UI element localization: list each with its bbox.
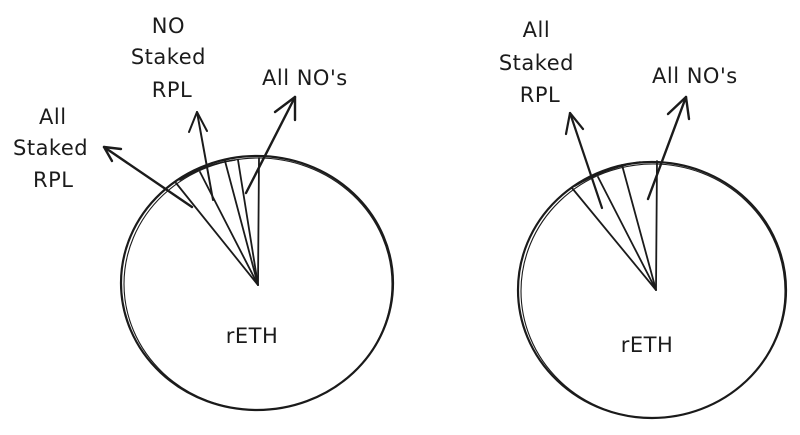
left-slice-line-1 [175,182,259,286]
left-label-no-staked-rpl: NO Staked RPL [131,14,213,102]
right-pie-circle [518,162,786,418]
left-slice-line-4 [237,159,259,286]
right-slice-line-1 [571,187,657,291]
left-arrow-all-nos [244,95,297,195]
right-arrow-all-nos [646,95,691,201]
left-arrow-no-staked-rpl [188,111,214,201]
left-label-all-staked-rpl: All Staked RPL [13,105,95,192]
left-slice-line-2 [199,171,259,286]
right-label-all-staked-rpl: All Staked RPL [499,18,581,107]
left-arrow-all-staked-rpl [102,145,194,209]
left-pie-diagram: All Staked RPL NO Staked RPL All NO's rE… [13,14,395,412]
right-pie-outline-sketch [520,163,786,419]
left-label-all-nos: All NO's [262,66,348,90]
right-pie-slice-lines [571,160,658,291]
left-pie-outline-sketch [123,157,393,411]
left-slice-line-5 [257,157,260,286]
right-arrow-all-staked-rpl [564,111,604,210]
right-pie-diagram: All Staked RPL All NO's rETH [499,18,788,420]
right-label-all-nos: All NO's [652,64,738,88]
right-slice-arc-sketch [574,161,641,187]
right-slice-line-4 [655,160,658,291]
left-center-label-reth: rETH [226,324,279,348]
right-slice-line-2 [597,176,657,291]
left-slice-line-3 [224,160,259,286]
right-slice-line-3 [621,164,657,291]
right-center-label-reth: rETH [621,333,674,357]
